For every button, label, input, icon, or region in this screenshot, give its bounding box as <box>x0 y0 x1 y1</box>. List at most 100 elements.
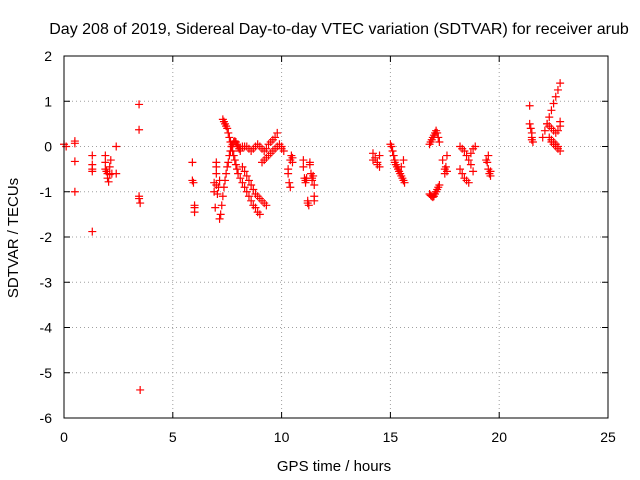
y-tick-label: -1 <box>40 184 53 200</box>
data-point <box>136 385 145 394</box>
data-point <box>189 178 198 187</box>
data-point <box>442 167 451 176</box>
data-point <box>224 158 233 167</box>
data-point <box>190 208 199 217</box>
data-point <box>238 162 247 171</box>
x-tick-label: 20 <box>491 429 507 445</box>
data-point <box>221 176 230 185</box>
data-point <box>462 151 471 160</box>
grid <box>64 56 608 418</box>
data-point <box>301 178 310 187</box>
data-point <box>101 151 110 160</box>
data-point <box>230 156 239 165</box>
data-point <box>556 79 565 88</box>
data-point <box>88 227 97 236</box>
data-point <box>225 133 234 142</box>
data-point <box>215 214 224 223</box>
data-point <box>211 203 220 212</box>
chart-title: Day 208 of 2019, Sidereal Day-to-day VTE… <box>49 21 629 38</box>
data-point <box>223 162 232 171</box>
data-point <box>435 180 444 189</box>
data-point <box>101 158 110 167</box>
data-point <box>285 178 294 187</box>
y-tick-label: 0 <box>44 139 52 155</box>
data-point <box>299 156 308 165</box>
ticks: 0 5 10 15 20 25 -6 -5 -4 -3 -2 -1 0 1 2 <box>40 48 616 445</box>
data-point <box>286 183 295 192</box>
data-point <box>212 169 221 178</box>
data-point <box>464 178 473 187</box>
data-point <box>371 153 380 162</box>
data-point <box>540 126 549 135</box>
data-point <box>305 160 314 169</box>
data-point <box>466 160 475 169</box>
data-point <box>388 147 397 156</box>
data-point <box>229 151 238 160</box>
y-tick-label: -3 <box>40 274 53 290</box>
data-point <box>247 180 256 189</box>
data-point <box>244 176 253 185</box>
data-point <box>433 128 442 137</box>
data-points <box>60 79 565 394</box>
data-point <box>484 151 493 160</box>
data-point <box>556 147 565 156</box>
data-point <box>553 85 562 94</box>
data-point <box>434 133 443 142</box>
data-point <box>553 126 562 135</box>
y-tick-label: -5 <box>40 365 53 381</box>
y-axis-label: SDTVAR / TECUs <box>5 178 22 298</box>
data-point <box>135 194 144 203</box>
data-point <box>251 203 260 212</box>
data-point <box>441 162 450 171</box>
data-point <box>556 117 565 126</box>
data-point <box>483 158 492 167</box>
data-point <box>299 162 308 171</box>
data-point <box>551 92 560 101</box>
data-point <box>458 169 467 178</box>
data-point <box>219 183 228 192</box>
data-point <box>242 171 251 180</box>
data-point <box>375 162 384 171</box>
data-point <box>70 157 79 166</box>
data-point <box>136 199 145 208</box>
data-point <box>232 165 241 174</box>
y-tick-label: 2 <box>44 48 52 64</box>
data-point <box>284 169 293 178</box>
y-tick-label: -4 <box>40 320 53 336</box>
data-point <box>242 187 251 196</box>
data-point <box>460 147 469 156</box>
x-axis-label: GPS time / hours <box>277 458 391 475</box>
data-point <box>112 169 121 178</box>
data-point <box>442 151 451 160</box>
data-point <box>469 167 478 176</box>
data-point <box>288 158 297 167</box>
data-point <box>213 190 222 199</box>
data-point <box>70 187 79 196</box>
data-point <box>70 137 79 146</box>
data-point <box>218 192 227 201</box>
data-point <box>549 99 558 108</box>
data-point <box>88 167 97 176</box>
data-point <box>135 100 144 109</box>
data-point <box>526 124 535 133</box>
data-point <box>223 124 232 133</box>
data-point <box>304 201 313 210</box>
data-point <box>308 176 317 185</box>
data-point <box>231 160 240 169</box>
data-point <box>234 169 243 178</box>
data-point <box>368 149 377 158</box>
x-tick-label: 0 <box>60 429 68 445</box>
data-point <box>389 151 398 160</box>
data-point <box>528 137 537 146</box>
data-point <box>224 128 233 137</box>
data-point <box>216 210 225 219</box>
data-point <box>456 165 465 174</box>
data-point <box>486 171 495 180</box>
data-point <box>273 128 282 137</box>
data-point <box>525 119 534 128</box>
data-point <box>279 147 288 156</box>
data-point <box>471 142 480 151</box>
data-point <box>464 156 473 165</box>
y-tick-label: 1 <box>44 93 52 109</box>
